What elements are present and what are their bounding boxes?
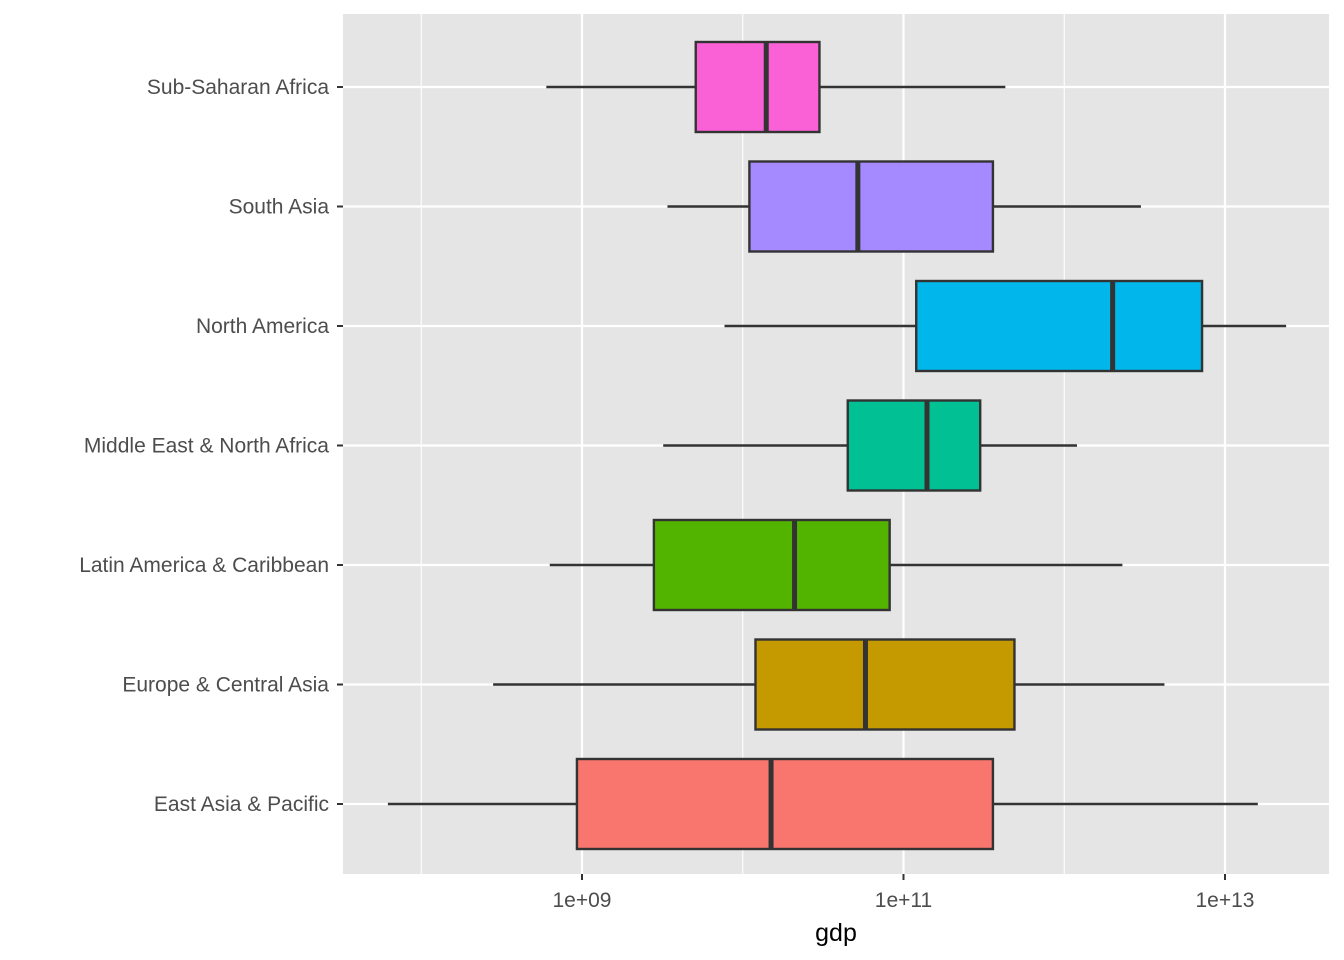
x-tick-label: 1e+13: [1196, 889, 1255, 912]
box-latin-america-caribbean: [549, 518, 1123, 612]
x-axis-title: gdp: [815, 919, 857, 947]
x-tick-label: 1e+11: [875, 889, 932, 912]
box-south-asia: [667, 160, 1141, 253]
y-tick-label: Sub-Saharan Africa: [147, 76, 329, 99]
box-middle-east-north-africa: [663, 399, 1077, 492]
box-iqr: [575, 757, 995, 851]
boxplot-series: [387, 40, 1287, 851]
box-iqr: [694, 40, 821, 134]
box-iqr: [652, 518, 891, 612]
box-east-asia-pacific: [387, 757, 1258, 851]
y-tick-label: North America: [196, 315, 329, 338]
box-sub-saharan-africa: [546, 40, 1006, 134]
box-iqr: [915, 279, 1204, 373]
box-europe-central-asia: [493, 638, 1165, 731]
y-tick-label: Latin America & Caribbean: [79, 554, 329, 577]
y-tick-label: East Asia & Pacific: [154, 793, 329, 816]
x-axis: 1e+09 1e+11 1e+13: [553, 874, 1255, 912]
plot-panel: [343, 14, 1329, 874]
y-tick-label: Europe & Central Asia: [122, 674, 329, 697]
box-iqr: [754, 638, 1016, 731]
x-tick-label: 1e+09: [553, 889, 612, 912]
box-iqr: [846, 399, 982, 492]
box-iqr: [748, 160, 995, 253]
y-axis: East Asia & Pacific Europe & Central Asia…: [79, 76, 343, 816]
box-north-america: [724, 279, 1287, 373]
minor-gridlines: [420, 14, 1065, 874]
y-tick-label: South Asia: [229, 196, 330, 219]
y-tick-label: Middle East & North Africa: [84, 435, 329, 458]
